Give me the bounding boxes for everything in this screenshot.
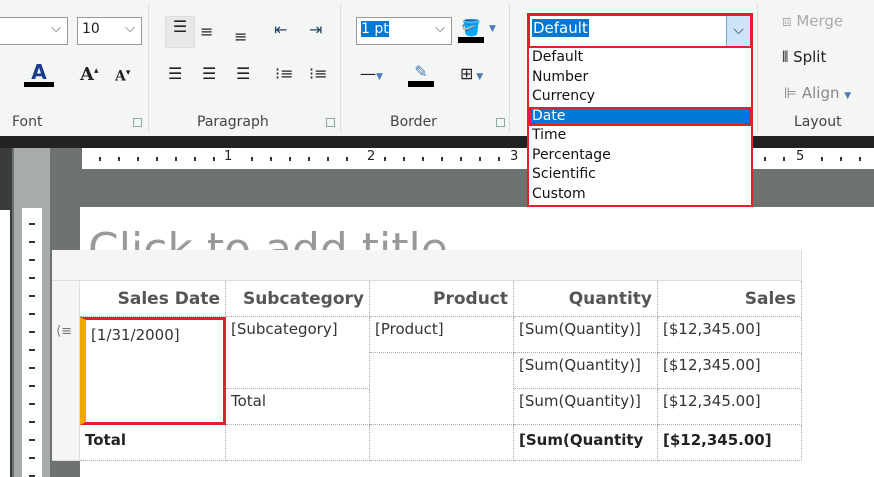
grow-font-icon[interactable]: A▴ [80,64,99,85]
format-option-default[interactable]: Default [532,49,584,65]
chevron-down-icon: ⌵ [125,21,135,36]
align-icon: ⊫ [784,84,798,102]
align-label: Align [801,84,840,102]
align-top-icon[interactable]: ☰ [165,16,195,48]
header-subcategory[interactable]: Subcategory [226,281,370,317]
quantity-cell[interactable]: [Sum(Quantity)] [514,389,658,425]
subcategory-cell[interactable]: [Subcategory] [226,317,370,389]
decrease-indent-icon[interactable]: ⇤ [274,20,288,39]
quantity-cell[interactable]: [Sum(Quantity)] [514,317,658,353]
numbering-icon[interactable]: ⁝≡ [309,64,328,83]
group-label-layout: Layout [794,114,842,130]
chevron-down-icon: ⌵ [435,21,445,36]
format-option-date[interactable]: Date [529,106,751,126]
format-option-number[interactable]: Number [532,68,589,85]
vertical-ruler [22,208,42,477]
border-color-icon[interactable]: ✎ [408,62,434,87]
format-dropdown-list: Default Number Currency Date Time Percen… [527,48,753,207]
quantity-cell[interactable]: [Sum(Quantity)] [514,353,658,389]
split-label: Split [793,48,827,66]
chevron-down-icon: ⌵ [51,21,61,36]
ruler-label: 2 [365,149,378,164]
increase-indent-icon[interactable]: ⇥ [309,20,323,39]
align-bottom-icon[interactable]: ≡ [234,27,248,46]
row-handles[interactable] [52,281,80,461]
merge-icon: ⧈ [782,12,792,30]
format-combo-value[interactable]: Default [532,19,589,37]
merge-button[interactable]: ⧈ Merge [782,12,843,30]
format-option-percentage[interactable]: Percentage [532,146,611,163]
border-width-combo[interactable]: 1 pt ⌵ [356,17,452,45]
border-width-value: 1 pt [361,21,389,37]
header-sales-date[interactable]: Sales Date [80,281,226,317]
font-name-combo[interactable]: ⌵ [0,17,68,45]
format-option-scientific[interactable]: Scientific [532,166,596,182]
format-option-time[interactable]: Time [532,127,567,143]
sales-cell[interactable]: [$12,345.00] [658,389,802,425]
format-combo[interactable]: Default ⌵ [527,13,753,49]
split-button[interactable]: ⫴ Split [782,48,826,66]
bullets-icon[interactable]: ⁝≡ [275,64,294,83]
border-dialog-launcher-icon[interactable]: . [496,118,505,127]
borders-icon[interactable]: ⊞ ▼ [460,64,484,83]
merge-label: Merge [796,12,844,30]
empty-cell[interactable] [370,425,514,461]
group-label-font: Font [12,114,43,130]
font-dialog-launcher-icon[interactable]: . [133,118,142,127]
sales-date-cell[interactable]: [1/31/2000] [80,317,226,425]
format-option-currency[interactable]: Currency [532,88,596,104]
column-handles[interactable] [52,250,802,281]
fill-color-icon[interactable]: 🪣 [458,18,484,43]
font-size-value: 10 [82,21,100,37]
sales-cell[interactable]: [$12,345.00] [658,317,802,353]
font-size-combo[interactable]: 10 ⌵ [77,17,142,45]
ruler-label: 1 [222,149,235,164]
subcategory-total-cell[interactable]: Total [226,389,370,425]
font-color-icon[interactable]: A [24,62,54,87]
quantity-total-cell[interactable]: [Sum(Quantity [514,425,658,461]
ruler-label: 3 [508,149,521,164]
sales-total-cell[interactable]: [$12,345.00] [658,425,802,461]
align-middle-icon[interactable]: ≡ [200,22,214,41]
dropdown-arrow-icon[interactable]: ▼ [489,24,496,34]
product-cell[interactable]: [Product] [370,317,514,353]
header-product[interactable]: Product [370,281,514,317]
chevron-down-icon[interactable]: ⌵ [726,16,750,46]
header-sales[interactable]: Sales [658,281,802,317]
shrink-font-icon[interactable]: A▾ [115,68,131,85]
ruler-label: 5 [794,149,807,164]
sales-cell[interactable]: [$12,345.00] [658,353,802,389]
format-option-custom[interactable]: Custom [532,185,586,202]
align-center-icon[interactable]: ☰ [202,64,217,83]
empty-cell[interactable] [226,425,370,461]
line-style-icon[interactable]: —▼ [360,64,383,83]
horizontal-ruler: 1 2 3 5 [82,148,874,169]
report-title-placeholder[interactable]: Click to add title [88,224,448,250]
left-pane-content [0,210,10,477]
grand-total-label[interactable]: Total [80,425,226,461]
align-left-icon[interactable]: ☰ [168,64,183,83]
align-right-icon[interactable]: ☰ [236,64,251,83]
group-label-border: Border [390,114,437,130]
align-button[interactable]: ⊫ Align ▼ [784,84,852,102]
header-quantity[interactable]: Quantity [514,281,658,317]
row-group-icon: ⟨≡ [56,324,72,339]
group-label-paragraph: Paragraph [197,114,269,130]
product-empty-cell[interactable] [370,353,514,425]
paragraph-dialog-launcher-icon[interactable]: . [326,118,335,127]
split-icon: ⫴ [782,48,789,66]
